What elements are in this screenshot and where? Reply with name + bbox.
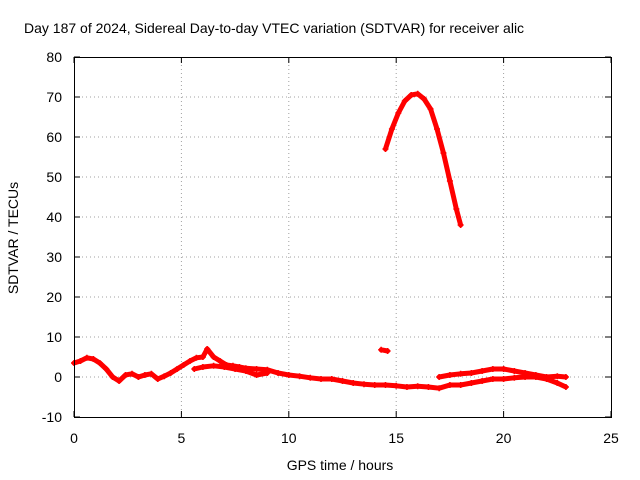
x-tick-label: 20 — [496, 430, 512, 446]
track-segment — [434, 126, 446, 156]
track-segment — [254, 370, 270, 378]
x-axis-title: GPS time / hours — [287, 457, 394, 473]
chart-title: Day 187 of 2024, Sidereal Day-to-day VTE… — [24, 20, 524, 36]
track-segment — [554, 380, 569, 390]
track-segment — [382, 126, 395, 152]
y-tick-label: 70 — [46, 89, 62, 105]
track-segment — [428, 106, 440, 132]
y-tick-label: 0 — [54, 369, 62, 385]
x-tick-label: 10 — [281, 430, 297, 446]
y-axis-title: SDTVAR / TECUs — [5, 182, 21, 294]
series-arc — [382, 90, 464, 228]
y-tick-label: 20 — [46, 289, 62, 305]
x-tick-label: 15 — [388, 430, 404, 446]
track-segment — [378, 347, 391, 354]
x-tick-labels: 0 5 10 15 20 25 — [70, 430, 619, 446]
track-segment — [440, 150, 453, 184]
plot-frame — [74, 57, 612, 418]
y-tick-label: 50 — [46, 169, 62, 185]
y-tick-label: 80 — [46, 49, 62, 65]
y-tick-label: -10 — [42, 409, 62, 425]
track-segment — [389, 110, 401, 132]
track-segment — [554, 373, 569, 380]
y-tick-label: 40 — [46, 209, 62, 225]
y-tick-label: 30 — [46, 249, 62, 265]
series-isolated — [378, 346, 391, 354]
data-points — [71, 90, 569, 392]
x-tick-label: 5 — [178, 430, 186, 446]
axis-ticks — [73, 56, 612, 418]
y-tick-label: 10 — [46, 329, 62, 345]
y-tick-label: 60 — [46, 129, 62, 145]
y-tick-labels: -10 0 10 20 30 40 50 60 70 80 — [42, 49, 62, 425]
series-upper-branch — [191, 362, 569, 380]
track-segment — [447, 178, 459, 212]
x-tick-label: 0 — [70, 430, 78, 446]
x-tick-label: 25 — [603, 430, 619, 446]
grid-lines — [74, 57, 611, 417]
series-main-track — [71, 346, 569, 392]
track-segment — [453, 206, 464, 228]
